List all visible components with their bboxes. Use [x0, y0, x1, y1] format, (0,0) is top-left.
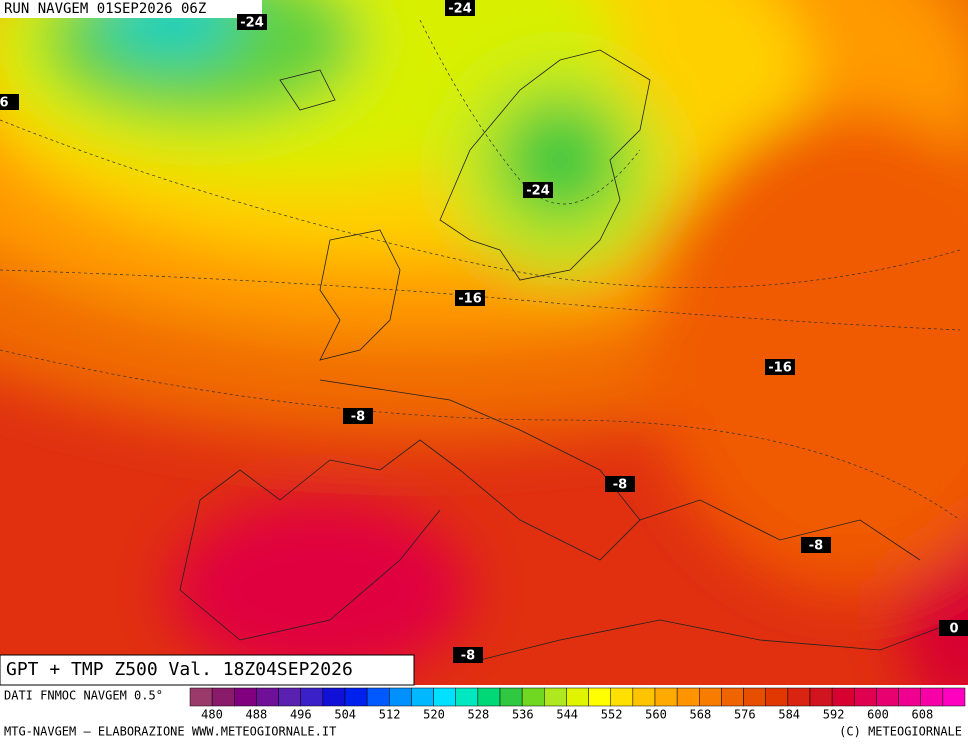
colorbar-swatch — [389, 687, 412, 707]
colorbar-label: 520 — [423, 708, 445, 722]
colorbar-swatch — [809, 687, 833, 707]
colorbar-swatch — [721, 687, 744, 707]
label-box — [453, 647, 483, 663]
colorbar-label: 600 — [867, 708, 889, 722]
colorbar-swatch — [854, 687, 877, 707]
colorbar-swatch — [544, 687, 567, 707]
label-box — [237, 14, 267, 30]
colorbar-swatch — [455, 687, 479, 707]
isotherms — [0, 19, 961, 521]
colorbar-swatch — [676, 687, 700, 707]
isoline-label: -8 — [809, 539, 823, 554]
isoline-label: -16 — [768, 361, 792, 376]
colorbar-swatch — [743, 687, 766, 707]
isoline-label: -24 — [526, 184, 550, 199]
colorbar-swatch — [654, 687, 678, 707]
colorbar-swatch — [831, 687, 855, 707]
title-box — [0, 654, 415, 686]
colorbar-swatch — [765, 687, 789, 707]
colorbar-label: 512 — [379, 708, 401, 722]
colorbar-label: 592 — [823, 708, 845, 722]
colorbar-caption: DATI FNMOC NAVGEM 0.5° — [4, 689, 163, 703]
colorbar-swatch — [588, 687, 611, 707]
colorbar-label: 560 — [645, 708, 667, 722]
footer-right: (C) METEOGIORNALE — [839, 725, 962, 739]
isoline-label: -8 — [613, 478, 627, 493]
colorbar-swatch — [256, 687, 279, 707]
isoline-label: -24 — [448, 2, 472, 17]
map-title: GPT + TMP Z500 Val. 18Z04SEP2026 — [6, 659, 353, 680]
colorbar-swatch — [521, 687, 545, 707]
colorbar-swatch — [300, 687, 324, 707]
colorbar-swatch — [411, 687, 434, 707]
label-box — [455, 290, 485, 306]
colorbar-label: 504 — [334, 708, 356, 722]
isoline-label: 0 — [949, 622, 958, 637]
footer-left: MTG-NAVGEM – ELABORAZIONE WWW.METEOGIORN… — [4, 725, 336, 739]
colorbar-swatch — [211, 687, 235, 707]
isoline-label: -8 — [461, 649, 475, 664]
map — [0, 0, 968, 685]
isoline-label: 6 — [0, 96, 9, 111]
colorbar-label: 584 — [778, 708, 800, 722]
colorbar-label: 608 — [912, 708, 934, 722]
colorbar-swatch — [566, 687, 589, 707]
colorbar-label: 496 — [290, 708, 312, 722]
colorbar-swatch — [610, 687, 634, 707]
label-box — [605, 476, 635, 492]
label-box — [523, 182, 553, 198]
colorbar-swatch — [632, 687, 656, 707]
colorbar-swatch — [876, 687, 899, 707]
header-box — [0, 0, 262, 18]
label-box — [801, 537, 831, 553]
colorbar-label: 552 — [601, 708, 623, 722]
colorbar-swatch — [787, 687, 811, 707]
colorbar-swatch — [898, 687, 921, 707]
colorbar-label: 544 — [556, 708, 578, 722]
label-box — [939, 620, 968, 636]
isoline-label: -24 — [240, 16, 264, 31]
colorbar-swatch — [920, 687, 944, 707]
run-header: RUN NAVGEM 01SEP2026 06Z — [4, 1, 206, 17]
colorbar-swatch — [433, 687, 456, 707]
label-box — [0, 94, 19, 110]
label-box — [765, 359, 795, 375]
colorbar-swatch — [234, 687, 257, 707]
colorbar-swatch — [699, 687, 722, 707]
colorbar-swatch — [344, 687, 368, 707]
label-box — [343, 408, 373, 424]
isoline-label: -16 — [458, 292, 482, 307]
colorbar-label: 488 — [246, 708, 268, 722]
colorbar-swatch — [499, 687, 523, 707]
colorbar-swatch — [366, 687, 390, 707]
colorbar-label: 568 — [690, 708, 712, 722]
colorbar-swatch — [189, 687, 213, 707]
colorbar-label: 480 — [201, 708, 223, 722]
colorbar-swatch — [477, 687, 501, 707]
label-box — [445, 0, 475, 16]
colorbar-swatch — [322, 687, 346, 707]
colorbar-swatch — [278, 687, 301, 707]
colorbar-label: 576 — [734, 708, 756, 722]
colorbar-swatch — [942, 687, 966, 707]
isoline-label: -8 — [351, 410, 365, 425]
colorbar-label: 536 — [512, 708, 534, 722]
colorbar-label: 528 — [468, 708, 490, 722]
